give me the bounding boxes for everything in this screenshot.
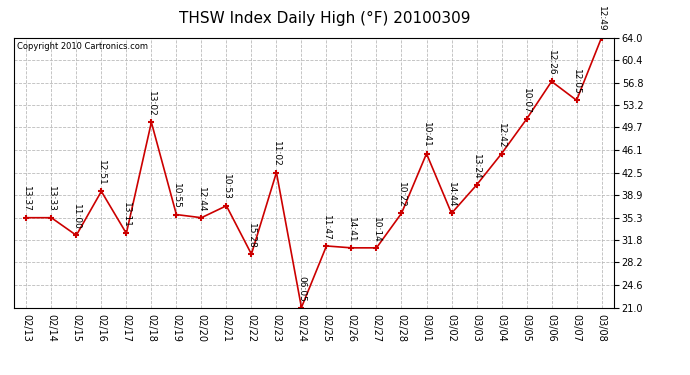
Text: 13:24: 13:24	[472, 154, 481, 180]
Text: 11:00: 11:00	[72, 204, 81, 230]
Text: 10:53: 10:53	[222, 174, 231, 200]
Text: 10:22: 10:22	[397, 182, 406, 208]
Text: Copyright 2010 Cartronics.com: Copyright 2010 Cartronics.com	[17, 42, 148, 51]
Text: 13:37: 13:37	[22, 186, 31, 212]
Text: THSW Index Daily High (°F) 20100309: THSW Index Daily High (°F) 20100309	[179, 11, 470, 26]
Text: 14:44: 14:44	[447, 182, 456, 208]
Text: 12:42: 12:42	[497, 123, 506, 148]
Text: 10:07: 10:07	[522, 88, 531, 114]
Text: 13:02: 13:02	[147, 91, 156, 117]
Text: 11:47: 11:47	[322, 214, 331, 240]
Text: 10:14: 10:14	[372, 216, 381, 242]
Text: 15:28: 15:28	[247, 223, 256, 249]
Text: 10:41: 10:41	[422, 122, 431, 148]
Text: 12:44: 12:44	[197, 187, 206, 212]
Text: 12:26: 12:26	[547, 50, 556, 76]
Text: 12:49: 12:49	[597, 6, 606, 32]
Text: 12:05: 12:05	[572, 69, 581, 95]
Text: 12:51: 12:51	[97, 160, 106, 186]
Text: 13:11: 13:11	[122, 202, 131, 228]
Text: 13:33: 13:33	[47, 186, 56, 212]
Text: 14:41: 14:41	[347, 217, 356, 242]
Text: 11:02: 11:02	[272, 141, 281, 167]
Text: 06:05: 06:05	[297, 276, 306, 302]
Text: 10:55: 10:55	[172, 183, 181, 209]
